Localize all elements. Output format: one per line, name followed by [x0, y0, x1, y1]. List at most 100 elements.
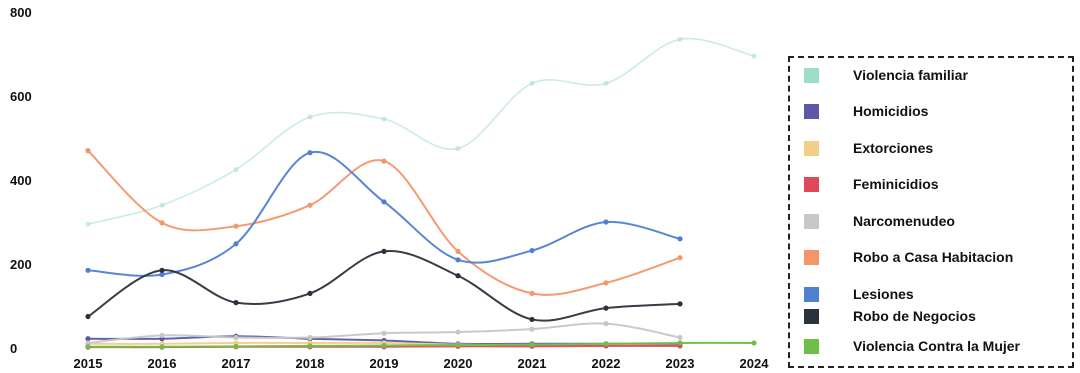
data-point [677, 301, 683, 307]
data-point [233, 241, 239, 247]
legend-label: Violencia Contra la Mujer [853, 338, 1021, 354]
legend-label: Lesiones [853, 286, 914, 302]
legend-label: Violencia familiar [853, 67, 968, 83]
data-point [751, 340, 757, 346]
y-tick-label: 200 [10, 257, 32, 272]
data-point [529, 80, 535, 86]
data-point [529, 290, 535, 296]
legend-label: Narcomenudeo [853, 213, 955, 229]
y-tick-label: 0 [10, 341, 17, 356]
data-point [233, 223, 239, 229]
data-point [233, 343, 239, 349]
legend-item: Narcomenudeo [804, 210, 955, 232]
legend-swatch [804, 67, 819, 83]
data-point [603, 321, 609, 327]
y-tick-label: 400 [10, 173, 32, 188]
data-point [677, 255, 683, 261]
y-axis-ticks: 0 200 400 600 800 [10, 5, 32, 356]
data-point [603, 341, 609, 347]
data-point [381, 116, 387, 122]
legend-label: Feminicidios [853, 176, 939, 192]
data-point [529, 247, 535, 254]
legend-label: Robo a Casa Habitacion [853, 249, 1014, 265]
data-point [307, 150, 313, 156]
legend-item: Feminicidios [804, 173, 939, 195]
data-point [381, 199, 387, 205]
legend-label: Extorciones [853, 140, 934, 156]
data-point [529, 342, 535, 348]
data-point [85, 336, 91, 342]
data-point [85, 267, 91, 273]
data-point [159, 271, 165, 278]
data-point [85, 340, 91, 346]
legend-item: Violencia familiar [804, 64, 968, 86]
x-tick-label: 2021 [518, 356, 547, 371]
data-point [603, 80, 609, 86]
data-point [455, 329, 461, 335]
data-point [307, 114, 313, 120]
data-point [677, 334, 683, 341]
data-point [307, 290, 313, 296]
data-point [85, 148, 91, 154]
data-point [85, 344, 91, 350]
data-point [529, 326, 535, 332]
series-lines [87, 37, 755, 349]
x-tick-label: 2023 [666, 356, 695, 371]
legend-swatch [804, 176, 819, 192]
data-point [603, 219, 609, 225]
x-axis-ticks: 2015 2016 2017 2018 2019 2020 2021 2022 2023 2024 [74, 356, 770, 371]
data-point [677, 36, 683, 42]
legend-label: Homicidios [853, 103, 929, 119]
data-point [85, 221, 91, 227]
data-point [159, 332, 165, 338]
data-point [381, 158, 387, 164]
legend-item: Robo a Casa Habitacion [804, 246, 1013, 268]
data-point [455, 257, 461, 263]
legend-swatch [804, 308, 819, 324]
data-point [307, 334, 313, 341]
legend-item: Robo de Negocios [804, 305, 976, 327]
x-tick-label: 2016 [148, 356, 177, 371]
series-line-8 [87, 341, 755, 348]
data-point [381, 342, 387, 349]
y-tick-label: 600 [10, 89, 32, 104]
x-tick-label: 2022 [592, 356, 621, 371]
data-point [307, 202, 313, 208]
data-point [455, 145, 461, 152]
data-point [751, 53, 757, 59]
legend-item: Extorciones [804, 137, 933, 159]
legend: Violencia familiar Homicidios Extorciones F… [788, 56, 1074, 368]
data-point [381, 248, 387, 254]
legend-swatch [804, 103, 819, 119]
data-point [455, 342, 461, 348]
data-point [677, 340, 683, 346]
data-point [455, 273, 461, 279]
legend-label: Robo de Negocios [853, 308, 976, 324]
data-point [233, 334, 239, 341]
legend-swatch [804, 338, 819, 354]
y-tick-label: 800 [10, 5, 32, 20]
x-tick-label: 2015 [74, 356, 103, 371]
series-line-6 [87, 150, 681, 277]
data-point [529, 316, 535, 323]
data-point [159, 202, 165, 208]
x-tick-label: 2024 [740, 356, 770, 371]
data-point [603, 280, 609, 286]
x-tick-label: 2018 [296, 356, 325, 371]
data-point [677, 236, 683, 242]
legend-item: Violencia Contra la Mujer [804, 335, 1020, 357]
series-points [85, 36, 757, 350]
data-point [159, 267, 165, 273]
legend-swatch [804, 286, 819, 302]
data-point [307, 343, 313, 349]
x-tick-label: 2020 [444, 356, 473, 371]
series-line-0 [87, 37, 755, 225]
data-point [455, 248, 461, 254]
data-point [233, 166, 239, 173]
data-point [233, 300, 239, 306]
data-point [85, 313, 91, 320]
data-point [159, 344, 165, 350]
data-point [603, 305, 609, 311]
legend-swatch [804, 140, 819, 156]
